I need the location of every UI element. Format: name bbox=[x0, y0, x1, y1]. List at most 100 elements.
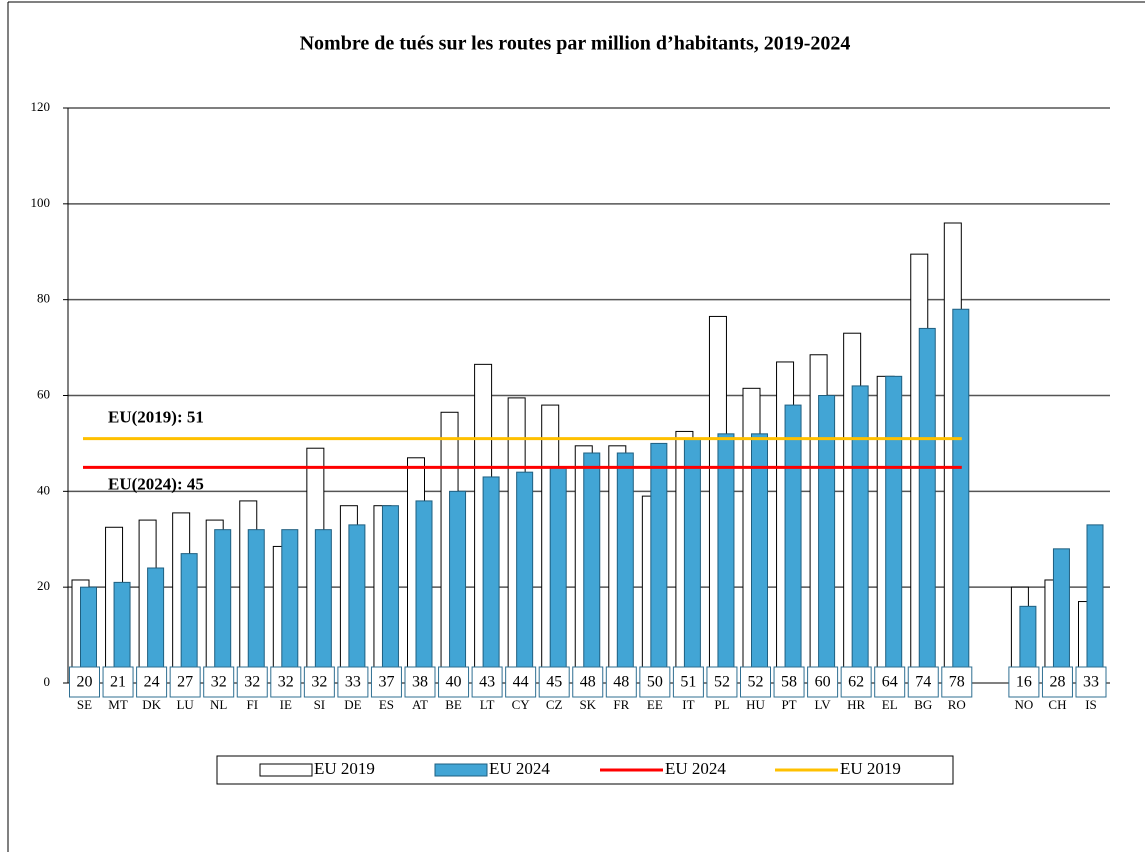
value-label-box bbox=[706, 666, 738, 698]
bar bbox=[415, 500, 433, 684]
x-tick-label: IS bbox=[1085, 697, 1097, 712]
value-label: 40 bbox=[446, 674, 462, 691]
value-label-box bbox=[471, 666, 503, 698]
x-tick-label: CY bbox=[512, 697, 531, 712]
legend-label: EU 2019 bbox=[840, 759, 901, 778]
bar bbox=[348, 524, 366, 684]
bar bbox=[482, 476, 500, 684]
value-label: 45 bbox=[546, 674, 562, 691]
value-label: 27 bbox=[177, 674, 193, 691]
value-label-box bbox=[773, 666, 805, 698]
value-label-box bbox=[438, 666, 470, 698]
bar bbox=[851, 385, 869, 684]
bar bbox=[583, 452, 601, 684]
chart-title: Nombre de tués sur les routes par millio… bbox=[300, 33, 851, 55]
bar bbox=[918, 327, 936, 684]
value-label: 48 bbox=[580, 674, 596, 691]
x-tick-label: ES bbox=[379, 697, 394, 712]
value-label: 24 bbox=[144, 674, 160, 691]
x-tick-label: LV bbox=[815, 697, 832, 712]
x-tick-label: NO bbox=[1015, 697, 1034, 712]
bar bbox=[214, 529, 232, 684]
x-tick-label: BE bbox=[445, 697, 462, 712]
value-label: 16 bbox=[1016, 674, 1032, 691]
x-tick-label: IT bbox=[682, 697, 694, 712]
value-label-box bbox=[874, 666, 906, 698]
value-label-box bbox=[203, 666, 235, 698]
value-label: 20 bbox=[77, 674, 93, 691]
x-tick-label: FR bbox=[613, 697, 629, 712]
value-label-box bbox=[236, 666, 268, 698]
bar bbox=[751, 433, 768, 684]
bar bbox=[717, 433, 735, 684]
x-tick-label: CZ bbox=[546, 697, 563, 712]
legend-swatch bbox=[434, 763, 488, 777]
value-label-box bbox=[69, 666, 100, 698]
value-label-box bbox=[404, 666, 436, 698]
y-tick-label: 20 bbox=[37, 578, 50, 593]
value-label-box bbox=[639, 666, 671, 698]
value-label: 33 bbox=[345, 674, 361, 691]
value-label-box bbox=[672, 666, 704, 698]
bar bbox=[952, 308, 970, 684]
bar bbox=[650, 442, 668, 684]
y-tick-label: 60 bbox=[37, 386, 50, 401]
value-label: 78 bbox=[949, 674, 965, 691]
value-label-box bbox=[102, 666, 134, 698]
x-tick-label: FI bbox=[246, 697, 258, 712]
value-label: 51 bbox=[680, 674, 696, 691]
value-label: 37 bbox=[378, 674, 394, 691]
value-label: 74 bbox=[915, 674, 931, 691]
value-label: 64 bbox=[882, 674, 898, 691]
value-label: 48 bbox=[613, 674, 629, 691]
x-tick-label: HU bbox=[746, 697, 765, 712]
value-label: 60 bbox=[815, 674, 831, 691]
value-label: 58 bbox=[781, 674, 797, 691]
x-tick-label: DE bbox=[344, 697, 361, 712]
value-label-box bbox=[303, 666, 335, 698]
bar bbox=[683, 438, 701, 684]
reference-label: EU(2019): 51 bbox=[108, 408, 204, 427]
y-tick-label: 80 bbox=[37, 291, 50, 306]
bar bbox=[180, 553, 198, 684]
value-label: 32 bbox=[211, 674, 227, 691]
value-label: 43 bbox=[479, 674, 495, 691]
bar bbox=[314, 529, 332, 684]
value-label-box bbox=[505, 666, 537, 698]
value-label: 28 bbox=[1049, 674, 1065, 691]
value-label: 33 bbox=[1083, 674, 1099, 691]
legend-label: EU 2024 bbox=[665, 759, 726, 778]
x-tick-label: SE bbox=[77, 697, 92, 712]
value-label-box bbox=[1075, 666, 1107, 698]
bar bbox=[281, 529, 299, 684]
value-label: 32 bbox=[311, 674, 327, 691]
reference-label: EU(2024): 45 bbox=[108, 474, 204, 493]
value-label: 32 bbox=[244, 674, 260, 691]
value-label-box bbox=[840, 666, 872, 698]
bar bbox=[147, 567, 165, 684]
x-tick-label: SK bbox=[579, 697, 596, 712]
bar bbox=[784, 404, 802, 684]
x-tick-label: DK bbox=[142, 697, 161, 712]
x-tick-label: LT bbox=[480, 697, 495, 712]
value-label-box bbox=[1008, 666, 1040, 698]
bar bbox=[1086, 524, 1104, 684]
value-label-box bbox=[370, 666, 402, 698]
x-tick-label: LU bbox=[176, 697, 194, 712]
value-label: 21 bbox=[110, 674, 126, 691]
value-label: 62 bbox=[848, 674, 864, 691]
value-label: 52 bbox=[714, 674, 730, 691]
bar bbox=[616, 452, 634, 684]
bar bbox=[247, 529, 265, 684]
x-tick-label: BG bbox=[914, 697, 932, 712]
legend-label: EU 2024 bbox=[489, 759, 550, 778]
y-tick-label: 0 bbox=[44, 674, 51, 689]
value-label-box bbox=[605, 666, 637, 698]
x-tick-label: MT bbox=[108, 697, 128, 712]
bar bbox=[549, 466, 567, 684]
value-label: 52 bbox=[748, 674, 764, 691]
x-tick-label: NL bbox=[210, 697, 227, 712]
x-tick-label: PT bbox=[781, 697, 796, 712]
value-label: 32 bbox=[278, 674, 294, 691]
x-tick-label: AT bbox=[412, 697, 428, 712]
